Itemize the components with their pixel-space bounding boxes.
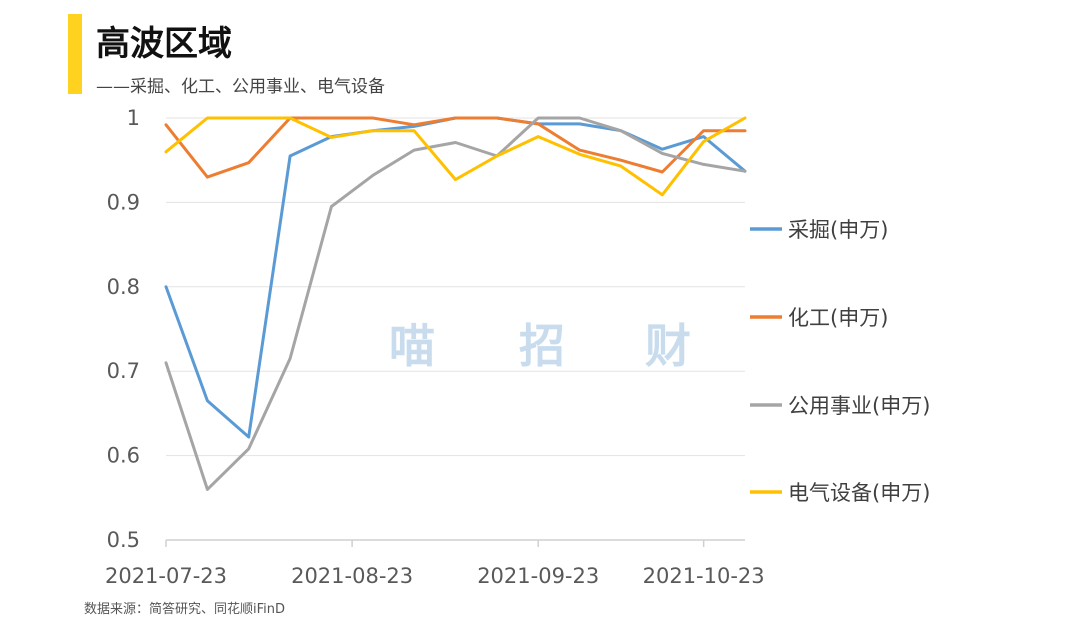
legend-label: 电气设备(申万) <box>788 481 930 505</box>
title-accent-bar <box>68 14 82 94</box>
x-tick-label: 2021-10-23 <box>643 564 765 588</box>
y-tick-label: 0.8 <box>107 275 140 299</box>
y-tick-label: 0.7 <box>107 359 140 383</box>
legend-label: 公用事业(申万) <box>788 394 930 418</box>
series-line <box>164 116 747 179</box>
axes: 0.5 0.6 0.7 0.8 0.9 1 2021-07-23 2021-08-23 2021… <box>105 106 765 588</box>
x-tick-label: 2021-07-23 <box>105 564 227 588</box>
x-tick-label: 2021-08-23 <box>291 564 413 588</box>
series-line <box>164 116 747 491</box>
watermark-char: 财 <box>645 319 691 373</box>
series-line <box>164 116 747 439</box>
page-subtitle: ——采掘、化工、公用事业、电气设备 <box>96 77 385 97</box>
y-tick-label: 0.6 <box>107 444 140 468</box>
y-tick-label: 1 <box>127 106 140 130</box>
y-tick-label: 0.9 <box>107 190 140 214</box>
series-lines <box>164 116 747 491</box>
series-line <box>164 116 747 197</box>
watermark: 喵招财 <box>389 319 691 373</box>
legend-label: 采掘(申万) <box>788 218 888 242</box>
page-title: 高波区域 <box>96 24 232 64</box>
legend: 采掘(申万) 化工(申万) 公用事业(申万) 电气设备(申万) <box>750 218 930 505</box>
watermark-char: 喵 <box>389 319 435 373</box>
watermark-char: 招 <box>519 319 565 373</box>
y-tick-label: 0.5 <box>107 528 140 552</box>
legend-label: 化工(申万) <box>788 306 888 330</box>
x-tick-label: 2021-09-23 <box>477 564 599 588</box>
data-source-note: 数据来源：简答研究、同花顺iFinD <box>84 602 286 617</box>
